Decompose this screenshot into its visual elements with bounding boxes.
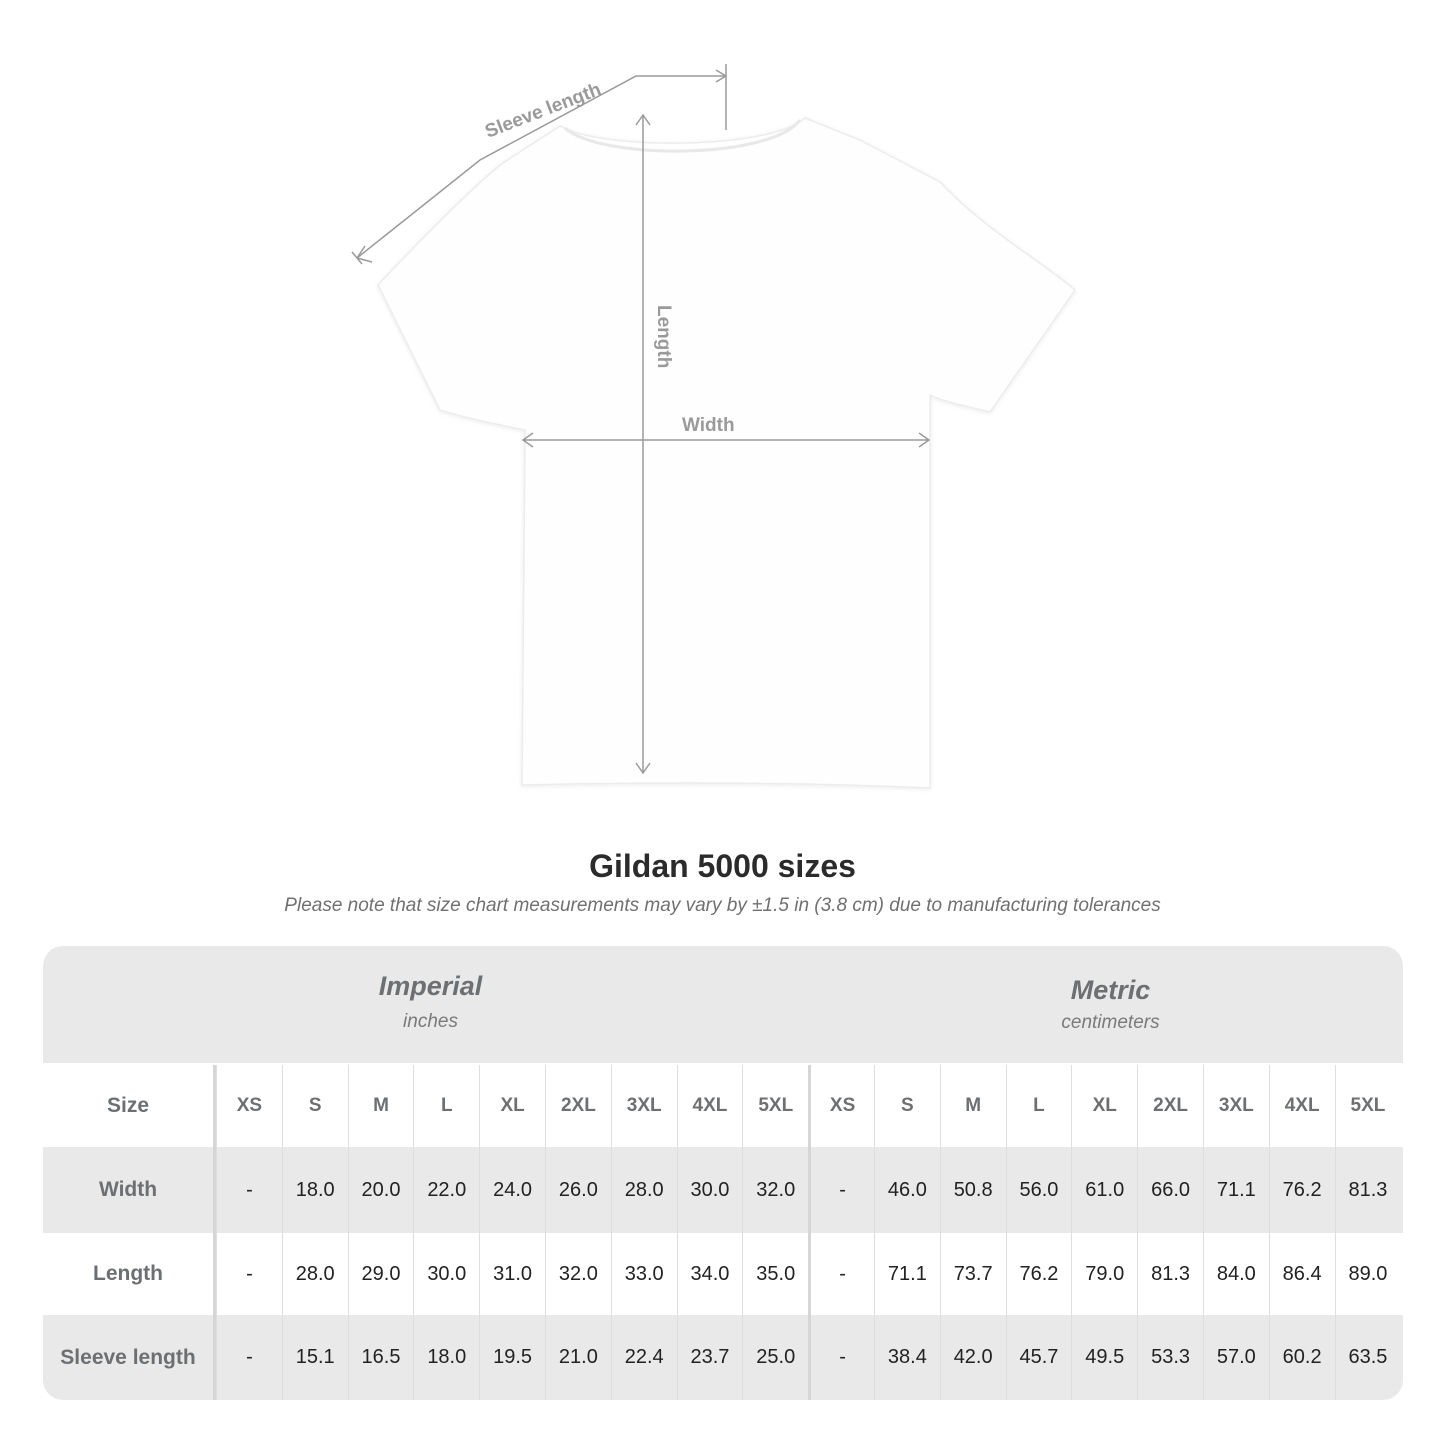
metric-value-cell: - <box>808 1233 874 1315</box>
imperial-value-cell: 18.0 <box>281 1147 348 1233</box>
page-title: Gildan 5000 sizes <box>589 848 856 884</box>
length-label: Length <box>653 305 674 368</box>
imperial-value-cell: 32.0 <box>742 1147 808 1233</box>
metric-value-cell: 60.2 <box>1268 1315 1335 1400</box>
metric-value-cell: 61.0 <box>1071 1147 1137 1233</box>
imperial-size-3xl: 3XL <box>610 1065 677 1147</box>
measurement-lines <box>351 64 931 775</box>
imperial-value-cell: 18.0 <box>413 1315 479 1400</box>
imperial-value-cell: - <box>216 1233 282 1315</box>
metric-value-cell: 71.1 <box>1202 1147 1269 1233</box>
metric-value-cell: 84.0 <box>1202 1233 1269 1315</box>
metric-value-cell: 89.0 <box>1334 1233 1401 1315</box>
metric-unit: centimeters <box>1061 1012 1160 1033</box>
metric-value-cell: 86.4 <box>1268 1233 1335 1315</box>
metric-value-cell: 42.0 <box>939 1315 1006 1400</box>
imperial-size-l: L <box>413 1065 479 1147</box>
metric-value-cell: 56.0 <box>1005 1147 1072 1233</box>
table-row-length: Length -28.0 29.0 30.0 31.0 32.0 33.0 34.0 35.0-… <box>43 1233 1403 1315</box>
sleeve-line <box>356 75 725 259</box>
metric-value-cell: - <box>808 1147 874 1233</box>
metric-value-cell: 53.3 <box>1137 1315 1203 1400</box>
metric-value-cell: 57.0 <box>1202 1315 1269 1400</box>
row-label: Sleeve length <box>43 1315 216 1400</box>
metric-value-cell: 76.2 <box>1268 1147 1335 1233</box>
imperial-title: Imperial <box>378 971 483 1001</box>
sleeve-length-label: Sleeve length <box>482 79 604 143</box>
metric-value-cell: 76.2 <box>1005 1233 1072 1315</box>
metric-size-l: L <box>1005 1065 1072 1147</box>
imperial-value-cell: 26.0 <box>544 1147 611 1233</box>
imperial-value-cell: 22.0 <box>413 1147 479 1233</box>
metric-value-cell: 73.7 <box>939 1233 1006 1315</box>
row-label: Length <box>43 1233 216 1315</box>
imperial-value-cell: 16.5 <box>347 1315 414 1400</box>
tolerance-note: Please note that size chart measurements… <box>284 895 1161 916</box>
metric-value-cell: 63.5 <box>1334 1315 1401 1400</box>
imperial-value-cell: 32.0 <box>544 1233 611 1315</box>
imperial-value-cell: 22.4 <box>610 1315 677 1400</box>
imperial-value-cell: 30.0 <box>676 1147 743 1233</box>
row-label: Width <box>43 1147 216 1233</box>
imperial-value-cell: 35.0 <box>742 1233 808 1315</box>
imperial-size-xl: XL <box>479 1065 545 1147</box>
size-header-row: Size XS S M L XL 2XL 3XL 4XL 5XL XS S M L XL 2XL 3XL 4XL 5… <box>43 1065 1403 1147</box>
metric-title: Metric <box>1070 975 1151 1005</box>
imperial-value-cell: 33.0 <box>610 1233 677 1315</box>
imperial-size-4xl: 4XL <box>676 1065 743 1147</box>
table-row-width: Width -18.0 20.0 22.0 24.0 26.0 28.0 30.0 32.0-4… <box>43 1147 1403 1233</box>
metric-value-cell: 45.7 <box>1005 1315 1072 1400</box>
metric-value-cell: 49.5 <box>1071 1315 1137 1400</box>
metric-size-4xl: 4XL <box>1268 1065 1335 1147</box>
metric-size-m: M <box>939 1065 1006 1147</box>
imperial-value-cell: 31.0 <box>479 1233 545 1315</box>
metric-value-cell: 71.1 <box>873 1233 940 1315</box>
imperial-value-cell: 23.7 <box>676 1315 743 1400</box>
metric-size-xl: XL <box>1071 1065 1137 1147</box>
imperial-value-cell: 28.0 <box>610 1147 677 1233</box>
imperial-value-cell: 20.0 <box>347 1147 414 1233</box>
imperial-value-cell: 29.0 <box>347 1233 414 1315</box>
length-line <box>635 113 651 775</box>
metric-value-cell: 38.4 <box>873 1315 940 1400</box>
imperial-size-m: M <box>347 1065 414 1147</box>
imperial-size-5xl: 5XL <box>742 1065 808 1147</box>
metric-value-cell: 81.3 <box>1334 1147 1401 1233</box>
imperial-value-cell: - <box>216 1147 282 1233</box>
imperial-size-2xl: 2XL <box>544 1065 611 1147</box>
imperial-value-cell: 30.0 <box>413 1233 479 1315</box>
imperial-value-cell: 19.5 <box>479 1315 545 1400</box>
metric-value-cell: 66.0 <box>1137 1147 1203 1233</box>
metric-size-5xl: 5XL <box>1334 1065 1401 1147</box>
tshirt-diagram: Sleeve length Length Width <box>351 64 1077 789</box>
metric-size-2xl: 2XL <box>1137 1065 1203 1147</box>
imperial-value-cell: 24.0 <box>479 1147 545 1233</box>
metric-size-xs: XS <box>808 1065 874 1147</box>
metric-size-s: S <box>873 1065 940 1147</box>
imperial-unit: inches <box>403 1011 458 1032</box>
imperial-value-cell: - <box>216 1315 282 1400</box>
width-line <box>521 432 931 448</box>
size-table: Imperial inches Metric centimeters Size X… <box>43 946 1403 1400</box>
metric-value-cell: 50.8 <box>939 1147 1006 1233</box>
table-row-sleeve-length: Sleeve length -15.1 16.5 18.0 19.5 21.0 22.4 23… <box>43 1315 1403 1400</box>
metric-header: Metric centimeters <box>818 946 1403 1063</box>
metric-value-cell: 46.0 <box>873 1147 940 1233</box>
tshirt-shape <box>377 117 1077 789</box>
metric-value-cell: - <box>808 1315 874 1400</box>
imperial-value-cell: 25.0 <box>742 1315 808 1400</box>
width-label: Width <box>682 415 735 436</box>
imperial-value-cell: 34.0 <box>676 1233 743 1315</box>
imperial-value-cell: 21.0 <box>544 1315 611 1400</box>
imperial-value-cell: 15.1 <box>281 1315 348 1400</box>
imperial-size-s: S <box>281 1065 348 1147</box>
imperial-header: Imperial inches <box>43 946 818 1063</box>
imperial-size-xs: XS <box>216 1065 282 1147</box>
metric-value-cell: 79.0 <box>1071 1233 1137 1315</box>
metric-size-3xl: 3XL <box>1202 1065 1269 1147</box>
size-header-label: Size <box>43 1065 216 1147</box>
imperial-value-cell: 28.0 <box>281 1233 348 1315</box>
metric-value-cell: 81.3 <box>1137 1233 1203 1315</box>
